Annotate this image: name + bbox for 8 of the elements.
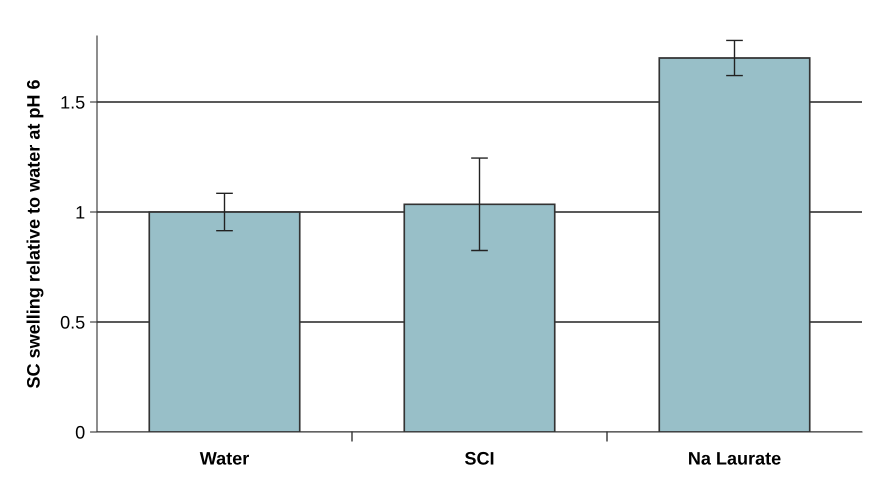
y-tick-label: 0 (76, 426, 84, 439)
y-tick-label: 1 (76, 206, 84, 219)
y-tick-label: 1.5 (61, 96, 84, 109)
x-tick-label: Water (200, 452, 249, 465)
x-tick-label: Na Laurate (689, 452, 781, 465)
y-tick-label: 0.5 (60, 316, 84, 329)
x-tick-label: SCI (464, 452, 494, 465)
y-axis-title: SC swelling relative to water at pH 6 (26, 80, 44, 388)
